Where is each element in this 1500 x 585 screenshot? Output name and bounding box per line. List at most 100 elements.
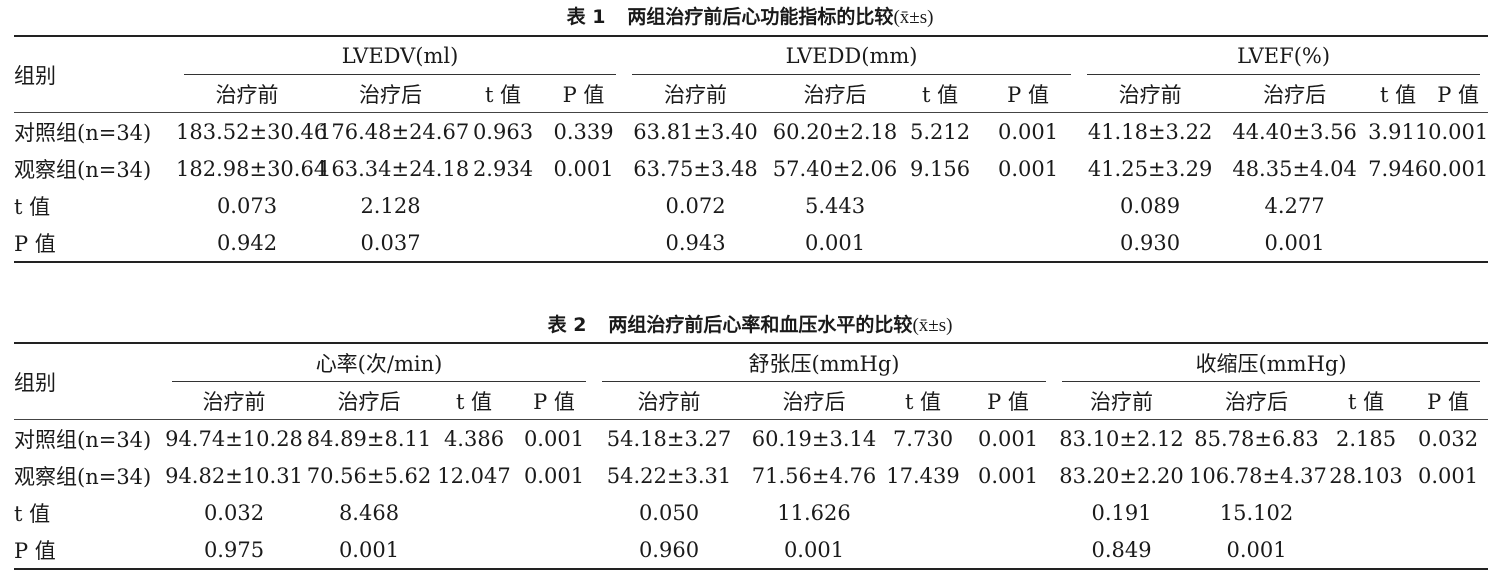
table1-cell [463,224,543,263]
table2-cell: 54.22±3.31 [606,463,732,488]
table2-subheader: P 值 [1427,389,1469,414]
table2-cell [514,494,594,531]
table2-row-label: 对照组(n=34) [14,419,164,457]
table2-cell: 4.386 [434,419,514,457]
table1-row-label: t 值 [14,194,51,219]
table1-caption: 表 1 两组治疗前后心功能指标的比较(x̄±s) [566,6,934,28]
table1-group-header: LVEF(%) [1079,35,1489,75]
table2-row: 观察组(n=34) 94.82±10.31 70.56±5.62 12.047 0.00… [14,457,1488,494]
table2-caption-title: 两组治疗前后心率和血压水平的比较 [608,314,913,336]
table1-cell [977,224,1080,263]
table1-group-header-row: 组别 LVEDV(ml) LVEDD(mm) LVEF(%) [14,35,1489,113]
table2-cell [514,531,594,570]
table2-cell: 7.730 [884,419,962,457]
table1-cell: 3.911 [1368,112,1428,150]
table2-cell: 0.001 [1189,531,1325,570]
table2-cell [1324,494,1408,531]
table1-cell: 183.52±30.46 [176,112,327,150]
table1-cell: 0.072 [665,193,726,218]
table2-cell [884,494,962,531]
table2-row-label: t 值 [14,501,51,526]
table1-subheader: P 值 [562,82,605,107]
table2-cell: 28.103 [1329,463,1403,488]
table2-cell: 60.19±3.14 [744,419,884,457]
table2-cell: 0.001 [514,419,594,457]
table1-cell [1428,224,1489,263]
table1-cell: 44.40±3.56 [1221,112,1369,150]
table1-cell: 0.001 [998,156,1059,181]
table2-cell: 0.975 [164,531,304,570]
table2-caption-stat: x̄±s [918,315,947,336]
table2-subheader: 治疗后 [1225,389,1289,414]
table2-cell: 12.047 [437,463,511,488]
table1-row: 对照组(n=34) 183.52±30.46 176.48±24.67 0.963 0.… [14,112,1488,150]
table2-cell: 0.001 [962,419,1055,457]
table2-subheader: t 值 [455,389,493,414]
table2-cell [884,531,962,570]
table1-cell: 0.963 [463,112,543,150]
table2-subheader: 治疗前 [1090,389,1154,414]
table2-cell: 85.78±6.83 [1189,419,1325,457]
table1-cell: 5.443 [804,193,866,218]
table1-cell: 0.942 [176,224,318,263]
table2-cell [1408,531,1489,570]
table1-cell [463,187,543,224]
table2-cell: 94.74±10.28 [164,419,304,457]
table2-group-header-row: 组别 心率(次/min) 舒张压(mmHg) 收缩压(mmHg) [14,342,1489,420]
table2-group-header: 心率(次/min) [164,342,594,382]
table1-subheader: 治疗后 [1263,82,1327,107]
table1-cell: 63.81±3.40 [624,112,768,150]
table1-cell: 0.001 [1428,156,1489,181]
table2-cell: 8.468 [338,500,400,525]
table1-subheader: 治疗后 [359,82,422,107]
table1-row: P 值 0.942 0.037 0.943 0.001 0.930 0.001 [14,224,1489,263]
table2-cell: 106.78±4.37 [1189,463,1327,488]
table2-subheader-row: 治疗前 治疗后 t 值 P 值 治疗前 治疗后 t 值 P 值 治疗前 治疗后 … [14,382,1488,420]
table2-cell: 0.849 [1054,531,1190,570]
table2-caption-number: 表 2 [547,314,587,336]
table2-subheader: 治疗前 [202,389,266,414]
table2-cell: 0.001 [304,531,434,570]
table2-subheader: 治疗前 [637,389,701,414]
table1-cell: 0.037 [318,224,463,263]
table1-cell: 9.156 [909,156,971,181]
table1: 组别 LVEDV(ml) LVEDD(mm) LVEF(%) 治疗前 治疗后 t… [14,35,1488,263]
table1-cell: 0.943 [624,224,768,263]
table1-row-label: P 值 [14,224,176,263]
table1-cell: 163.34±24.18 [318,156,470,181]
table1-cell: 7.946 [1368,156,1429,181]
table2-cell: 0.050 [638,500,700,525]
table1-cell: 4.277 [1264,193,1325,218]
table2-caption: 表 2 两组治疗前后心率和血压水平的比较(x̄±s) [547,314,953,336]
table2: 组别 心率(次/min) 舒张压(mmHg) 收缩压(mmHg) 治疗前 治疗后… [14,342,1489,570]
table1-cell: 0.001 [553,156,614,181]
table2-subheader: t 值 [904,389,942,414]
table1-caption-title: 两组治疗前后心功能指标的比较 [627,6,894,28]
table1-cell: 0.930 [1079,224,1222,263]
table1-subheader: t 值 [1380,82,1417,107]
table1-group-header: LVEDV(ml) [176,35,625,75]
table2-cell [434,531,514,570]
table1-subheader: 治疗前 [215,82,279,107]
table2-subheader: P 值 [533,389,575,414]
table1-cell: 0.073 [216,193,278,218]
table1-subheader: t 值 [484,82,522,107]
table1-cell [1428,187,1488,224]
table2-cell [434,494,514,531]
table2-cell: 54.18±3.27 [594,419,744,457]
table1-cell: 0.001 [1221,224,1369,263]
table2-cell: 0.191 [1091,500,1152,525]
table2-cell: 0.032 [203,500,265,525]
table1-cell: 57.40±2.06 [772,156,898,181]
table2-subheader: 治疗后 [337,389,401,414]
table1-subheader: t 值 [921,82,959,107]
table1-group-header: LVEDD(mm) [624,35,1080,75]
table2-cell: 0.001 [744,531,884,570]
table2-cell [1324,531,1409,570]
table1-cell [903,187,977,224]
table1-cell: 63.75±3.48 [633,156,758,181]
table2-cell: 0.960 [594,531,744,570]
table1-cell [1368,187,1428,224]
table1-subheader: 治疗前 [1118,82,1182,107]
table1-cell [977,187,1079,224]
